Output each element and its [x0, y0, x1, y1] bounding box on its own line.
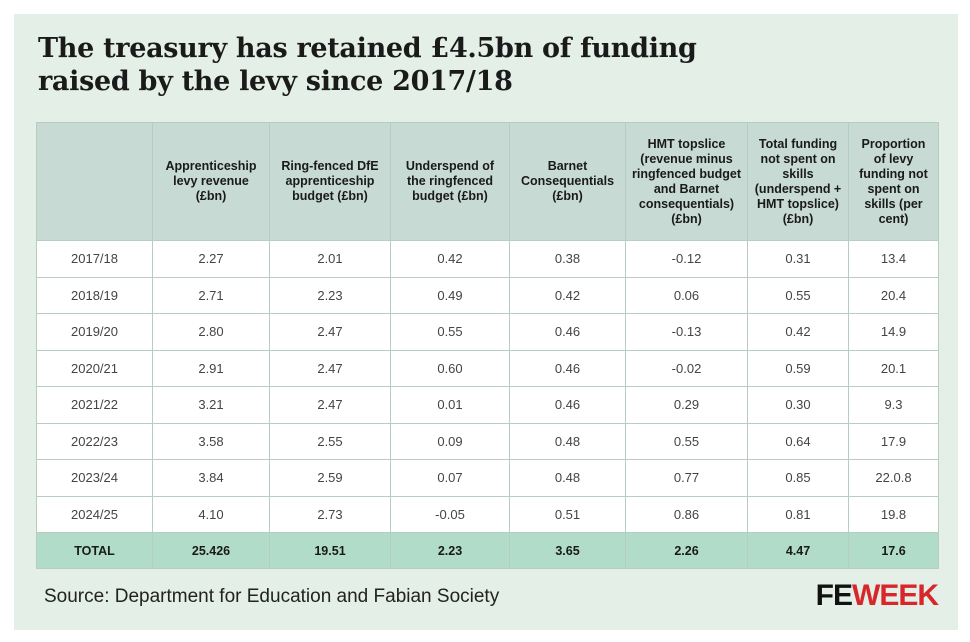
- value-cell: -0.13: [625, 313, 748, 351]
- value-cell: 2.47: [269, 386, 391, 424]
- value-cell: 0.09: [390, 422, 510, 460]
- header-cell-year: [36, 122, 153, 241]
- value-cell: 0.31: [747, 240, 849, 278]
- year-cell: 2019/20: [36, 313, 153, 351]
- value-cell: 0.42: [390, 240, 510, 278]
- year-cell: 2018/19: [36, 276, 153, 314]
- value-cell: 0.77: [625, 459, 748, 497]
- value-cell: 0.85: [747, 459, 849, 497]
- value-cell: 0.81: [747, 495, 849, 533]
- source-note: Source: Department for Education and Fab…: [44, 586, 500, 607]
- value-cell: 0.46: [509, 313, 626, 351]
- value-cell: 3.65: [509, 532, 626, 569]
- levy-funding-table: Apprenticeship levy revenue (£bn) Ring-f…: [36, 122, 939, 569]
- logo-fe: FE: [815, 579, 853, 612]
- year-cell: 2022/23: [36, 422, 153, 460]
- value-cell: 17.9: [848, 422, 939, 460]
- year-cell: 2021/22: [36, 386, 153, 424]
- header-cell-barnet: Barnet Consequentials (£bn): [509, 122, 626, 241]
- value-cell: 0.86: [625, 495, 748, 533]
- value-cell: 0.07: [390, 459, 510, 497]
- value-cell: 0.60: [390, 349, 510, 387]
- logo-week: WEEK: [852, 579, 939, 612]
- infographic-card: The treasury has retained £4.5bn of fund…: [14, 14, 958, 630]
- value-cell: 22.0.8: [848, 459, 939, 497]
- value-cell: 0.38: [509, 240, 626, 278]
- value-cell: 3.58: [152, 422, 270, 460]
- header-cell-ringfenced-budget: Ring-fenced DfE apprenticeship budget (£…: [269, 122, 391, 241]
- value-cell: 2.23: [390, 532, 510, 569]
- value-cell: 2.01: [269, 240, 391, 278]
- value-cell: -0.05: [390, 495, 510, 533]
- total-label: TOTAL: [36, 532, 153, 569]
- page-title: The treasury has retained £4.5bn of fund…: [38, 33, 697, 97]
- value-cell: 2.91: [152, 349, 270, 387]
- value-cell: 19.8: [848, 495, 939, 533]
- value-cell: 2.73: [269, 495, 391, 533]
- header-cell-levy-revenue: Apprenticeship levy revenue (£bn): [152, 122, 270, 241]
- table-body: 2017/18 2.27 2.01 0.42 0.38 -0.12 0.31 13.4 2018…: [36, 240, 939, 569]
- value-cell: 0.55: [747, 276, 849, 314]
- value-cell: 0.59: [747, 349, 849, 387]
- value-cell: 0.42: [747, 313, 849, 351]
- table-row: 2022/23 3.58 2.55 0.09 0.48 0.55 0.64 17.9: [36, 422, 939, 460]
- table-row: 2020/21 2.91 2.47 0.60 0.46 -0.02 0.59 20.1: [36, 349, 939, 387]
- value-cell: 20.1: [848, 349, 939, 387]
- table-row: 2017/18 2.27 2.01 0.42 0.38 -0.12 0.31 13.4: [36, 240, 939, 278]
- value-cell: 3.84: [152, 459, 270, 497]
- value-cell: 0.48: [509, 459, 626, 497]
- value-cell: 0.06: [625, 276, 748, 314]
- year-cell: 2020/21: [36, 349, 153, 387]
- table-row: 2019/20 2.80 2.47 0.55 0.46 -0.13 0.42 14.9: [36, 313, 939, 351]
- value-cell: 20.4: [848, 276, 939, 314]
- value-cell: 2.80: [152, 313, 270, 351]
- value-cell: 9.3: [848, 386, 939, 424]
- value-cell: 13.4: [848, 240, 939, 278]
- year-cell: 2017/18: [36, 240, 153, 278]
- table-row: 2023/24 3.84 2.59 0.07 0.48 0.77 0.85 22.0.8: [36, 459, 939, 497]
- value-cell: 0.55: [625, 422, 748, 460]
- value-cell: 2.47: [269, 349, 391, 387]
- value-cell: 0.29: [625, 386, 748, 424]
- year-cell: 2023/24: [36, 459, 153, 497]
- value-cell: 17.6: [848, 532, 939, 569]
- value-cell: 2.27: [152, 240, 270, 278]
- value-cell: 25.426: [152, 532, 270, 569]
- value-cell: 0.01: [390, 386, 510, 424]
- header-cell-total-not-spent: Total funding not spent on skills (under…: [747, 122, 849, 241]
- value-cell: 0.30: [747, 386, 849, 424]
- table-row: 2024/25 4.10 2.73 -0.05 0.51 0.86 0.81 19.8: [36, 495, 939, 533]
- value-cell: 0.46: [509, 349, 626, 387]
- header-row: Apprenticeship levy revenue (£bn) Ring-f…: [36, 122, 939, 241]
- value-cell: 2.26: [625, 532, 748, 569]
- header-cell-proportion: Proportion of levy funding not spent on …: [848, 122, 939, 241]
- value-cell: 0.64: [747, 422, 849, 460]
- value-cell: 4.10: [152, 495, 270, 533]
- table-row: 2018/19 2.71 2.23 0.49 0.42 0.06 0.55 20.4: [36, 276, 939, 314]
- header-cell-underspend: Underspend of the ringfenced budget (£bn…: [390, 122, 510, 241]
- value-cell: 2.47: [269, 313, 391, 351]
- value-cell: -0.02: [625, 349, 748, 387]
- table-row: 2021/22 3.21 2.47 0.01 0.46 0.29 0.30 9.3: [36, 386, 939, 424]
- value-cell: 0.51: [509, 495, 626, 533]
- value-cell: 0.49: [390, 276, 510, 314]
- value-cell: 0.42: [509, 276, 626, 314]
- total-row: TOTAL 25.426 19.51 2.23 3.65 2.26 4.47 17.6: [36, 532, 939, 569]
- value-cell: 0.46: [509, 386, 626, 424]
- value-cell: 3.21: [152, 386, 270, 424]
- value-cell: 2.59: [269, 459, 391, 497]
- value-cell: 2.55: [269, 422, 391, 460]
- value-cell: 2.23: [269, 276, 391, 314]
- value-cell: 14.9: [848, 313, 939, 351]
- value-cell: -0.12: [625, 240, 748, 278]
- value-cell: 19.51: [269, 532, 391, 569]
- fe-week-logo: FEWEEK: [815, 579, 939, 613]
- header-cell-hmt-topslice: HMT topslice (revenue minus ringfenced b…: [625, 122, 748, 241]
- value-cell: 2.71: [152, 276, 270, 314]
- value-cell: 0.55: [390, 313, 510, 351]
- value-cell: 4.47: [747, 532, 849, 569]
- year-cell: 2024/25: [36, 495, 153, 533]
- value-cell: 0.48: [509, 422, 626, 460]
